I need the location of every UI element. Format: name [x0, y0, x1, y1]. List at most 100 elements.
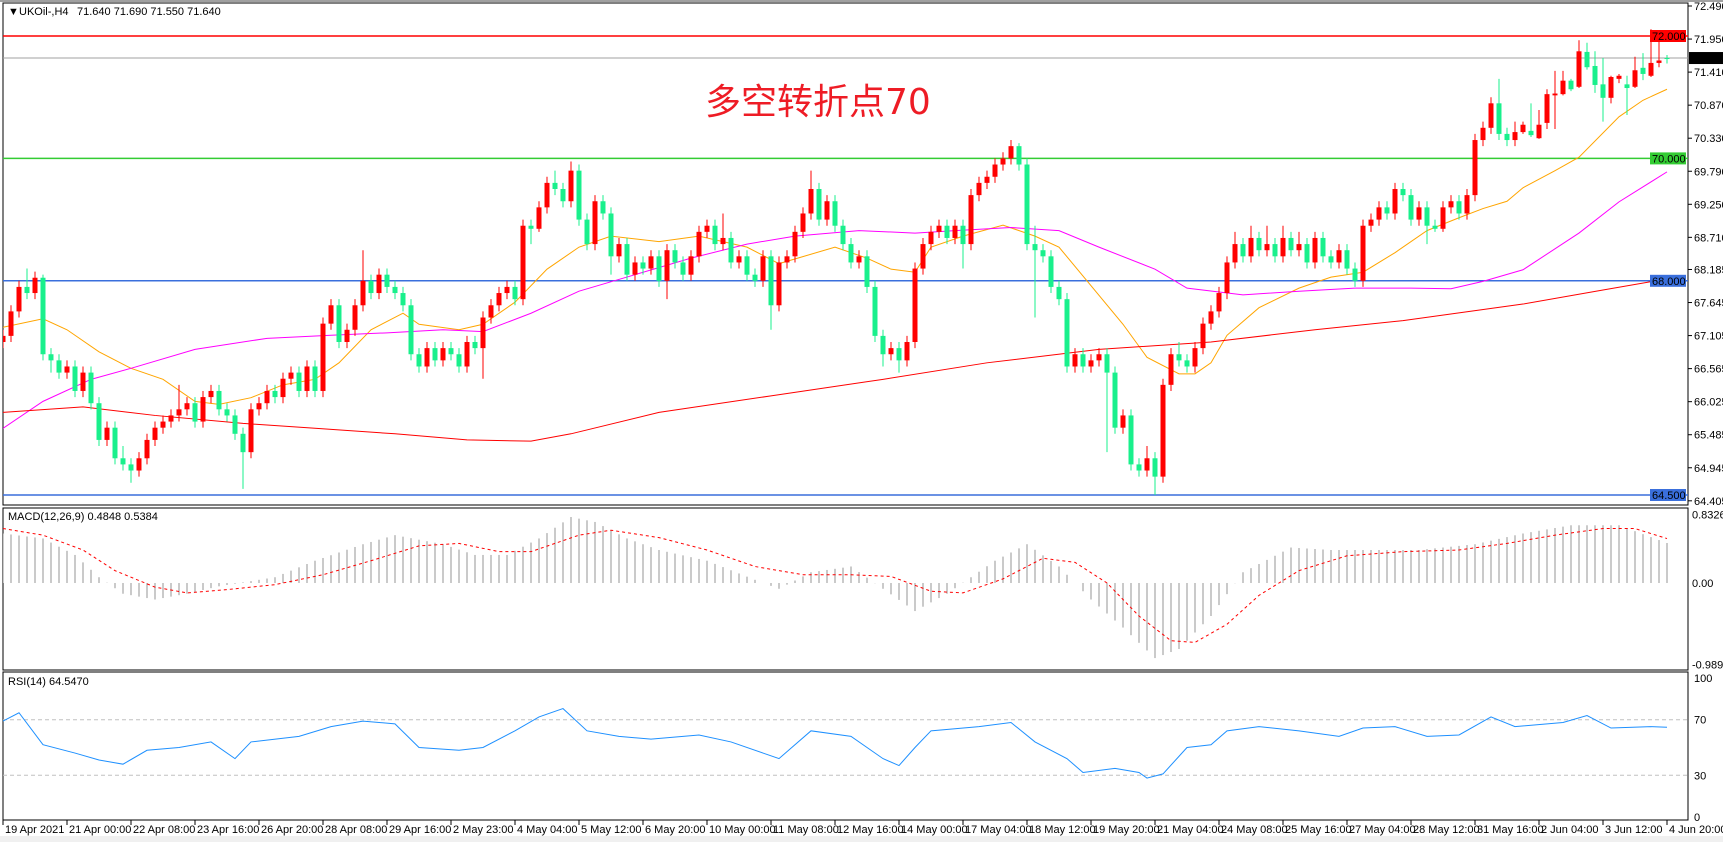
candle-body [1504, 133, 1510, 141]
candle-body [856, 256, 862, 263]
candle [544, 176, 550, 214]
chart-menu-arrow-icon[interactable]: ▼ [8, 6, 19, 18]
candle [992, 158, 998, 183]
candle-body [984, 176, 990, 183]
candle-body [448, 348, 454, 355]
candle-body [144, 439, 150, 459]
candle [1280, 225, 1286, 263]
candle [1384, 201, 1390, 220]
candle-body [296, 372, 302, 391]
candle-body [1512, 132, 1518, 141]
time-axis-label: 21 May 04:00 [1157, 824, 1224, 836]
price-plot-area [3, 29, 1688, 496]
candle-body [1496, 103, 1502, 134]
moving-average-line-3 [3, 278, 1668, 442]
candle-body [128, 464, 134, 471]
candle [168, 409, 174, 428]
candle-body [1400, 189, 1406, 196]
candle-body [680, 262, 686, 275]
candle-body [24, 286, 30, 294]
price-axis-label: 64.945 [1694, 463, 1723, 475]
candle [600, 195, 606, 220]
candle [1176, 342, 1182, 367]
time-axis-label: 14 May 00:00 [901, 824, 968, 836]
candle [296, 366, 302, 398]
candle [1048, 250, 1054, 294]
candle-body [1616, 75, 1622, 79]
candle [440, 342, 446, 367]
candle-body [848, 244, 854, 263]
candle [352, 299, 358, 336]
candle-body [1040, 250, 1046, 257]
candle [32, 271, 38, 300]
candle-body [8, 311, 14, 336]
candle [1424, 201, 1430, 245]
candle-body [1488, 103, 1494, 128]
candle-body [1560, 80, 1566, 95]
candle [1600, 58, 1606, 122]
candle-body [368, 280, 374, 294]
candle-body [1440, 207, 1446, 229]
candle [288, 366, 294, 385]
rsi-pane[interactable] [2, 671, 1689, 821]
candle [120, 446, 126, 471]
annotation-text[interactable]: 多空转折点70 [705, 82, 931, 123]
candle [1120, 409, 1126, 434]
price-line-label: 72.000 [1652, 31, 1686, 43]
candle-body [1104, 354, 1110, 373]
candle [8, 305, 14, 342]
candle [808, 170, 814, 220]
macd-pane[interactable] [2, 507, 1689, 671]
candle-body [360, 280, 366, 306]
candle-body [1288, 237, 1294, 251]
candle-body [544, 182, 550, 208]
candle [1640, 53, 1646, 81]
candle [896, 342, 902, 373]
candle-body [928, 231, 934, 245]
macd-axis-label: 0.8326 [1692, 509, 1723, 521]
candle-body [1112, 372, 1118, 428]
candle [16, 280, 22, 318]
price-line-label-bg [1689, 52, 1723, 65]
candle-body [1048, 256, 1054, 287]
candle [872, 280, 878, 342]
candle [1192, 342, 1198, 373]
candle-body [880, 335, 886, 355]
time-axis-label: 23 Apr 16:00 [197, 824, 259, 836]
candle-body [168, 415, 174, 422]
candle-body [1536, 124, 1542, 139]
candle [1608, 75, 1614, 104]
candle [552, 170, 558, 196]
candle [1264, 225, 1270, 257]
candle [960, 219, 966, 269]
candle-body [936, 225, 942, 232]
candle-body [600, 201, 606, 214]
time-axis-label: 31 May 16:00 [1477, 824, 1544, 836]
candle-body [1456, 201, 1462, 214]
candle-body [712, 225, 718, 245]
candle [944, 219, 950, 245]
candle-body [1656, 60, 1662, 63]
candle-body [1576, 51, 1582, 87]
candle-body [976, 182, 982, 196]
candle-body [80, 372, 86, 391]
macd-plot-area [3, 517, 1668, 659]
candle-body [520, 225, 526, 300]
candle [664, 244, 670, 300]
candle-body [64, 366, 70, 373]
candle-body [152, 427, 158, 440]
price-pane[interactable] [1, 2, 1689, 506]
candle [568, 161, 574, 208]
candle [280, 372, 286, 404]
time-axis-label: 27 May 04:00 [1349, 824, 1416, 836]
candle-body [864, 256, 870, 287]
candle-body [320, 323, 326, 391]
candle-body [1120, 415, 1126, 428]
candle-body [1520, 124, 1526, 133]
candle [488, 299, 494, 324]
candle-body [408, 305, 414, 355]
candle [1152, 452, 1158, 495]
candle-body [1568, 80, 1574, 90]
candle-body [640, 262, 646, 269]
